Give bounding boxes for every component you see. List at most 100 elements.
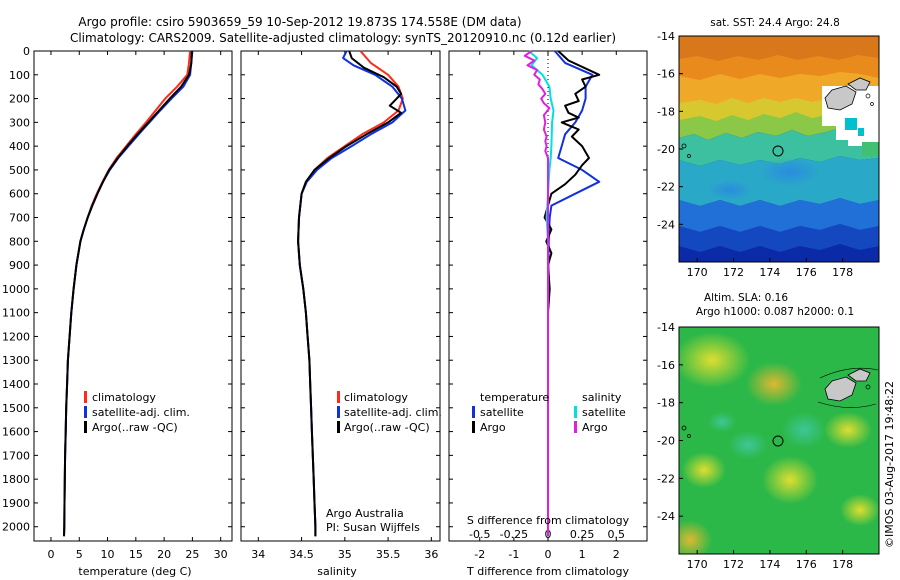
sst-map-lat-axis: -14 -16 -18 -20 -22 -24	[657, 30, 683, 231]
lat-tick-label: -24	[657, 218, 675, 231]
difference-x2label: S difference from climatology	[467, 514, 630, 527]
sst-float-marker	[772, 145, 784, 157]
series-line-t-satellite	[547, 50, 601, 537]
legend-swatch-s-satellite	[574, 406, 577, 418]
institution-annotation: Argo Australia	[326, 507, 404, 520]
series-line-satellite-adj-clim-	[297, 50, 407, 537]
pi-annotation: PI: Susan Wijffels	[326, 521, 420, 534]
x-tick-label: 36	[424, 548, 438, 561]
x-tick-label: 15	[129, 548, 143, 561]
depth-tick-label: 400	[9, 140, 30, 153]
lat-tick-label: -16	[657, 359, 675, 372]
difference-series	[523, 50, 601, 537]
lat-tick-label: -14	[657, 321, 675, 334]
salinity-xlabel: salinity	[317, 565, 357, 578]
sla-map-image	[679, 327, 879, 554]
series-line-argo-raw-qc-	[63, 50, 193, 537]
depth-tick-label: 1100	[2, 307, 30, 320]
temperature-xlabel: temperature (deg C)	[78, 565, 191, 578]
legend-swatch-argo	[337, 421, 340, 433]
sst-map-title: sat. SST: 24.4 Argo: 24.8	[710, 17, 840, 29]
sst-map-lon-axis: 170 172 174 176 178	[687, 258, 853, 279]
legend-label-s-argo: Argo	[582, 421, 608, 434]
depth-tick-label: 1400	[2, 378, 30, 391]
x2-tick-label: 0.25	[570, 528, 595, 541]
lon-tick-label: 176	[796, 558, 817, 571]
lat-tick-label: -16	[657, 68, 675, 81]
lat-tick-label: -14	[657, 30, 675, 43]
lat-tick-label: -22	[657, 181, 675, 194]
x-tick-label: 10	[101, 548, 115, 561]
x-tick-label: 2	[613, 548, 620, 561]
depth-tick-label: 1600	[2, 426, 30, 439]
figure-title-line2: Climatology: CARS2009. Satellite-adjuste…	[70, 31, 616, 45]
figure-title-line1: Argo profile: csiro 5903659_59 10-Sep-20…	[78, 15, 521, 29]
lat-tick-label: -20	[657, 435, 675, 448]
salinity-depth-ticks	[241, 50, 440, 528]
x2-tick-label: -0.5	[469, 528, 490, 541]
series-line-climatology	[63, 50, 192, 537]
sla-map-lon-axis: 170 172 174 176 178	[687, 550, 853, 571]
depth-tick-label: 1500	[2, 402, 30, 415]
lat-tick-label: -18	[657, 105, 675, 118]
depth-tick-label: 1800	[2, 473, 30, 486]
legend-swatch-t-satellite	[472, 406, 475, 418]
salinity-x-axis: 34 34.5 35 35.5 36	[251, 51, 438, 561]
temperature-legend: climatology satellite-adj. clim. Argo(..…	[84, 391, 190, 434]
depth-tick-label: 900	[9, 259, 30, 272]
lat-tick-label: -18	[657, 397, 675, 410]
x-tick-label: 0	[545, 548, 552, 561]
depth-tick-label: 700	[9, 212, 30, 225]
legend-heading-salinity: salinity	[582, 391, 622, 404]
x-tick-label: 35	[338, 548, 352, 561]
imos-credit: ©IMOS 03-Aug-2017 19:48:22	[883, 381, 896, 548]
x2-tick-label: -0.25	[500, 528, 528, 541]
lat-tick-label: -22	[657, 472, 675, 485]
x-tick-label: 34	[251, 548, 265, 561]
lon-tick-label: 178	[832, 266, 853, 279]
difference-depth-ticks	[449, 50, 647, 528]
salinity-legend: climatology satellite-adj. clim. Argo(..…	[337, 391, 442, 434]
lon-tick-label: 178	[832, 558, 853, 571]
salinity-series	[297, 50, 407, 537]
depth-tick-label: 100	[9, 69, 30, 82]
temperature-panel: 0100200300400500600700800900100011001200…	[2, 45, 233, 578]
legend-swatch-climatology	[337, 391, 340, 403]
depth-tick-label: 800	[9, 235, 30, 248]
lon-tick-label: 172	[723, 266, 744, 279]
x-tick-label: 5	[76, 548, 83, 561]
x-tick-label: 20	[157, 548, 171, 561]
lon-tick-label: 176	[796, 266, 817, 279]
legend-label-argo: Argo(..raw -QC)	[344, 421, 430, 434]
legend-swatch-climatology	[84, 391, 87, 403]
depth-tick-label: 1700	[2, 449, 30, 462]
lon-tick-label: 174	[759, 558, 780, 571]
difference-legend: temperature satellite Argo salinity sate…	[472, 391, 626, 434]
legend-label-t-satellite: satellite	[480, 406, 524, 419]
sst-map-image	[679, 36, 879, 262]
sla-map-panel: Altim. SLA: 0.16 Argo h1000: 0.087 h2000…	[657, 292, 880, 571]
x-tick-label: 30	[214, 548, 228, 561]
x-tick-label: -2	[474, 548, 485, 561]
legend-label-climatology: climatology	[92, 391, 156, 404]
salinity-panel: 34 34.5 35 35.5 36 salinity climatology sate…	[240, 50, 442, 578]
x-tick-label: 35.5	[376, 548, 401, 561]
x-tick-label: -1	[508, 548, 519, 561]
legend-swatch-argo	[84, 421, 87, 433]
depth-tick-label: 200	[9, 93, 30, 106]
legend-label-satellite: satellite-adj. clim.	[92, 406, 190, 419]
sla-map-subtitle: Argo h1000: 0.087 h2000: 0.1	[696, 306, 854, 318]
legend-label-satellite: satellite-adj. clim.	[344, 406, 442, 419]
depth-tick-label: 300	[9, 116, 30, 129]
depth-tick-label: 1300	[2, 354, 30, 367]
legend-swatch-t-argo	[472, 421, 475, 433]
legend-label-climatology: climatology	[344, 391, 408, 404]
lat-tick-label: -20	[657, 143, 675, 156]
depth-tick-label: 1900	[2, 497, 30, 510]
legend-label-s-satellite: satellite	[582, 406, 626, 419]
x2-tick-label: 0.5	[608, 528, 626, 541]
series-line-argo-raw-qc-	[297, 50, 403, 537]
legend-swatch-satellite	[84, 406, 87, 418]
sla-map-title: Altim. SLA: 0.16	[704, 292, 788, 304]
